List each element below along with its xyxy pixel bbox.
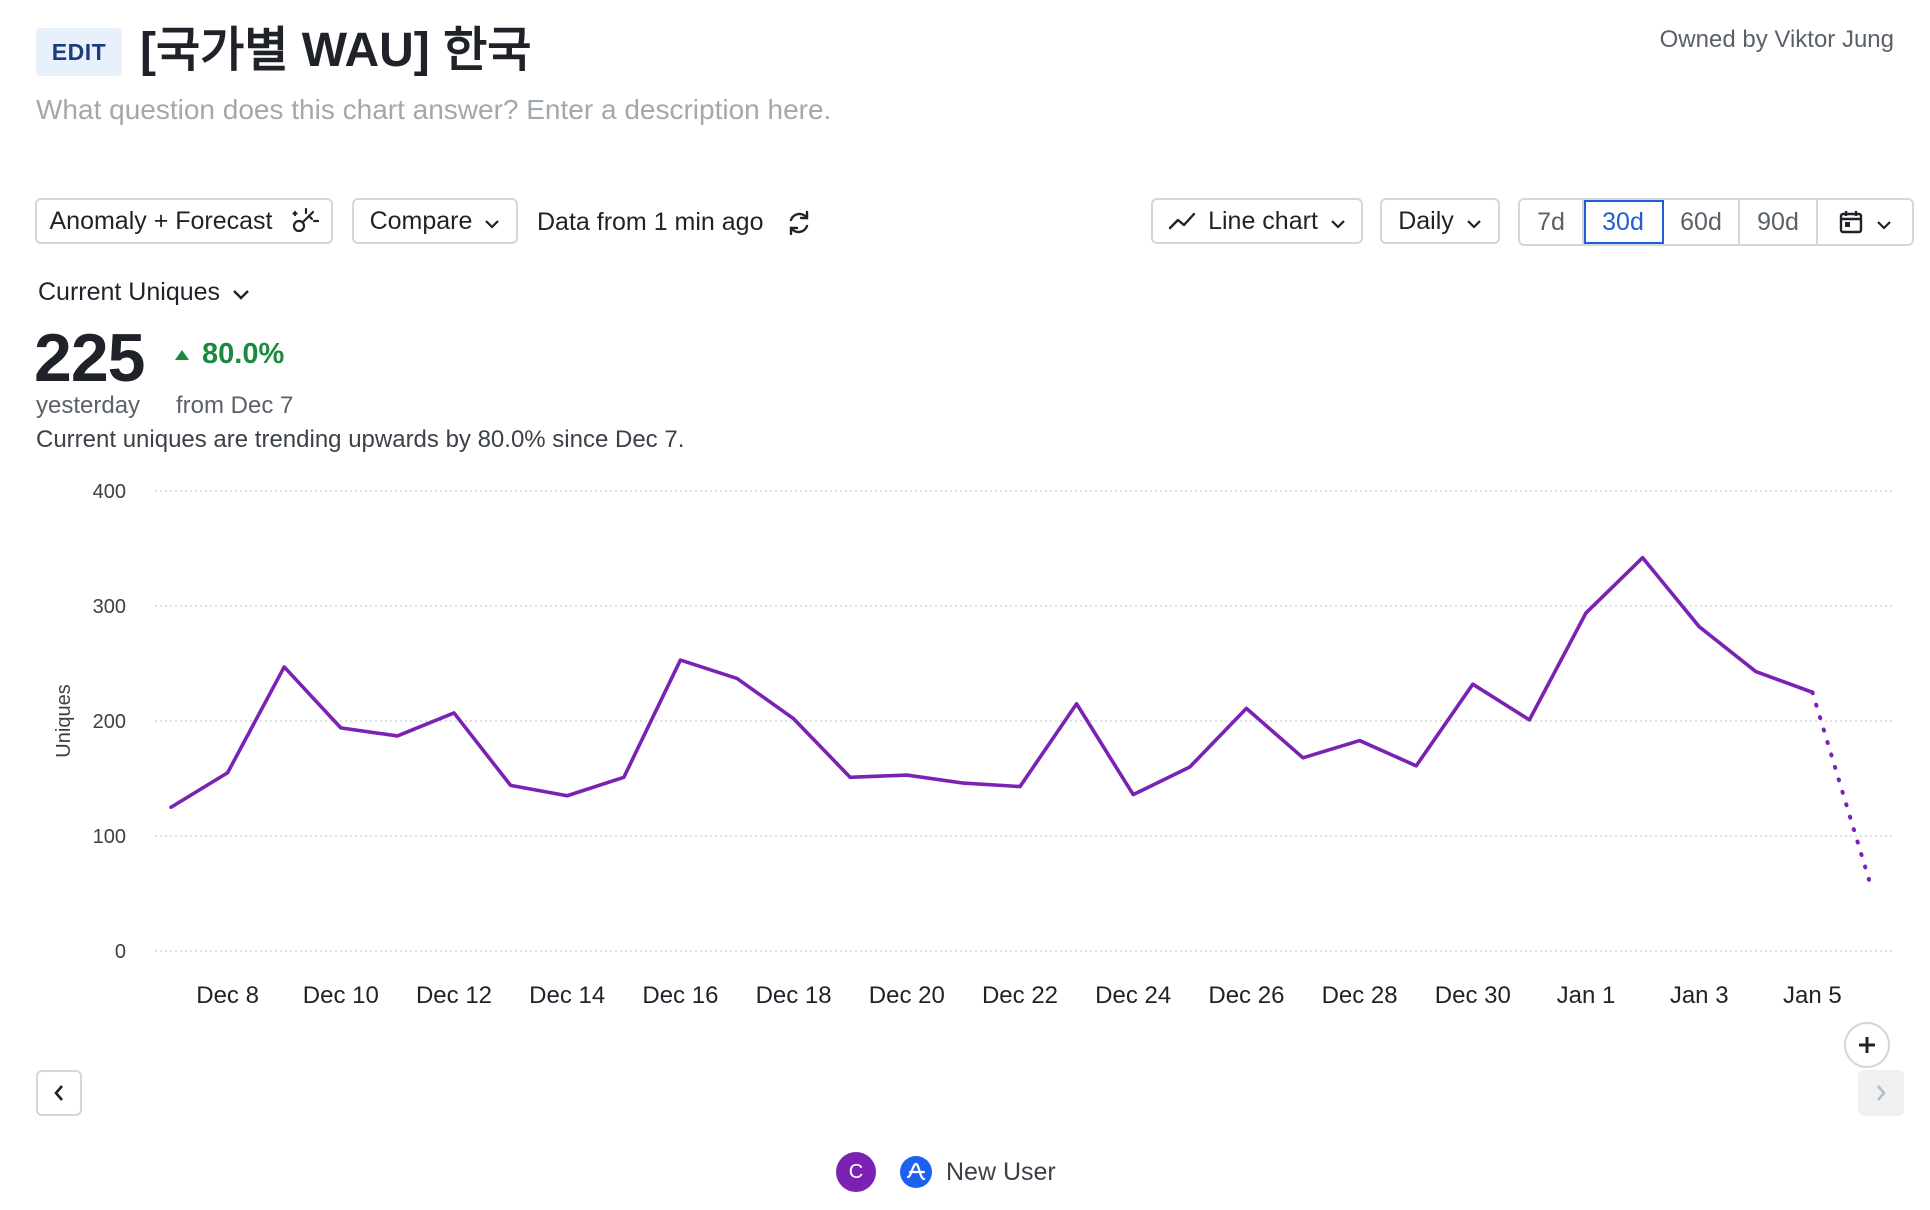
trend-summary: Current uniques are trending upwards by … (36, 426, 685, 453)
compare-label: Compare (369, 206, 473, 235)
line-chart-icon (1168, 210, 1198, 232)
description-input[interactable]: What question does this chart answer? En… (36, 94, 832, 125)
edit-button[interactable]: EDIT (36, 28, 122, 76)
chart-title[interactable]: [국가별 WAU] 한국 (140, 24, 532, 77)
next-period-button[interactable] (1858, 1070, 1904, 1116)
x-tick-label: Dec 8 (196, 982, 259, 1009)
interval-label: Daily (1398, 206, 1454, 235)
range-60d[interactable]: 60d (1664, 200, 1740, 244)
y-tick-label: 400 (93, 481, 126, 503)
refresh-icon[interactable] (784, 208, 814, 243)
x-tick-label: Dec 26 (1208, 982, 1284, 1009)
forecast-line (1810, 690, 1871, 882)
chevron-right-icon (1875, 1084, 1887, 1102)
y-tick-label: 0 (115, 941, 126, 963)
metric-value-caption: yesterday (36, 392, 141, 419)
date-range-group: 7d 30d 60d 90d (1518, 198, 1914, 246)
y-tick-label: 300 (93, 596, 126, 618)
interval-select[interactable]: Daily (1380, 198, 1500, 244)
data-freshness-label: Data from 1 min ago (537, 208, 764, 236)
range-30d[interactable]: 30d (1584, 200, 1664, 244)
custom-date-button[interactable] (1818, 200, 1912, 244)
x-tick-label: Dec 20 (869, 982, 945, 1009)
x-tick-label: Dec 14 (529, 982, 605, 1009)
y-axis-label: Uniques (53, 684, 75, 757)
amplitude-logo-icon (900, 1156, 932, 1188)
x-tick-label: Dec 16 (642, 982, 718, 1009)
magic-wand-icon (289, 206, 319, 236)
x-tick-label: Dec 30 (1435, 982, 1511, 1009)
chevron-down-icon (484, 207, 500, 236)
range-90d[interactable]: 90d (1740, 200, 1818, 244)
chart-legend: C New User (836, 1152, 1056, 1192)
chevron-down-icon (232, 278, 250, 307)
chart-type-select[interactable]: Line chart (1151, 198, 1363, 244)
y-tick-label: 100 (93, 826, 126, 848)
chevron-left-icon (53, 1084, 65, 1102)
metric-select[interactable]: Current Uniques (38, 278, 250, 307)
x-tick-label: Dec 18 (756, 982, 832, 1009)
calendar-icon (1838, 209, 1864, 235)
chevron-down-icon (1466, 207, 1482, 236)
line-chart[interactable]: 0 100 200 300 400 Uniques Dec 8 Dec 10 Dec 12 Dec… (0, 470, 1930, 1030)
metric-value: 225 (34, 320, 145, 396)
segment-badge[interactable]: C (836, 1152, 876, 1192)
anomaly-forecast-label: Anomaly + Forecast (49, 206, 273, 235)
x-tick-label: Dec 28 (1322, 982, 1398, 1009)
chevron-down-icon (1330, 207, 1346, 236)
x-tick-label: Jan 3 (1670, 982, 1729, 1009)
change-percent: 80.0% (202, 338, 285, 370)
metric-select-label: Current Uniques (38, 278, 221, 306)
anomaly-forecast-button[interactable]: Anomaly + Forecast (35, 198, 333, 244)
x-tick-label: Dec 10 (303, 982, 379, 1009)
x-tick-label: Dec 24 (1095, 982, 1171, 1009)
x-tick-label: Jan 1 (1557, 982, 1616, 1009)
change-caption: from Dec 7 (176, 392, 294, 419)
plus-icon (1857, 1035, 1877, 1055)
y-tick-label: 200 (93, 711, 126, 733)
triangle-up-icon (174, 349, 190, 361)
previous-period-button[interactable] (36, 1070, 82, 1116)
x-tick-label: Dec 22 (982, 982, 1058, 1009)
compare-button[interactable]: Compare (352, 198, 518, 244)
add-annotation-button[interactable] (1844, 1022, 1890, 1068)
change-indicator: 80.0% (174, 338, 284, 371)
legend-label: New User (946, 1157, 1056, 1186)
owner-label: Owned by Viktor Jung (1659, 26, 1894, 53)
chevron-down-icon (1876, 208, 1892, 237)
series-line (169, 555, 1815, 810)
x-tick-label: Jan 5 (1783, 982, 1842, 1009)
chart-type-label: Line chart (1208, 206, 1318, 235)
x-tick-label: Dec 12 (416, 982, 492, 1009)
range-7d[interactable]: 7d (1520, 200, 1584, 244)
